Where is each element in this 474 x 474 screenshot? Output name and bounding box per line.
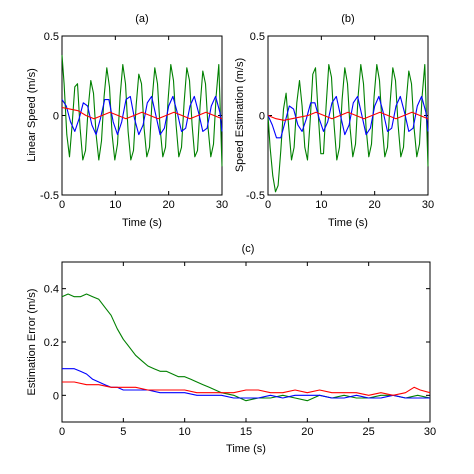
panel-a-y-label: Linear Speed (m/s) [26,68,38,162]
panel-a-x-label: Time (s) [122,217,162,229]
y-tick-label: 0 [53,111,59,123]
series-line-0 [267,64,429,193]
y-tick-label: 0.2 [44,337,59,349]
series-line-1 [62,368,430,399]
panel-b-y-label: Speed Estimation (m/s) [234,58,246,172]
x-tick-label: 30 [216,199,228,211]
y-tick-label: 0.4 [44,284,59,296]
y-tick-label: 0 [53,390,59,402]
x-tick-label: 5 [120,426,126,438]
y-tick-label: 0.5 [250,31,265,43]
series-line-1 [61,95,223,136]
x-tick-label: 10 [109,199,121,211]
panel-b-y-ticks: -0.5 0 0.5 [246,31,428,202]
series-line-2 [62,381,431,396]
series-line-2 [267,111,429,121]
x-tick-label: 10 [179,426,191,438]
x-tick-label: 20 [163,199,175,211]
series-line-1 [267,95,429,139]
y-tick-label: -0.5 [40,190,59,202]
x-tick-label: 25 [363,426,375,438]
x-tick-label: 15 [240,426,252,438]
panel-c-series [61,293,431,402]
panel-b-series [267,64,429,193]
panel-a: (a) 0 10 20 30 -0.500.5 Time (s) Linear Spe… [26,13,228,229]
panel-a-x-ticks: 0 10 20 30 [59,36,228,211]
y-tick-label: -0.5 [246,190,265,202]
series-line-2 [61,106,223,120]
x-tick-label: 30 [424,426,436,438]
panel-c-x-label: Time (s) [226,443,266,455]
panel-c-y-label: Estimation Error (m/s) [26,289,38,396]
y-tick-label: 0 [259,111,265,123]
panel-a-title: (a) [135,13,148,25]
x-tick-label: 20 [301,426,313,438]
x-tick-label: 10 [315,199,327,211]
panel-a-series [61,55,223,167]
panel-b: (b) 0 10 20 30 -0.500.5 Time (s) Speed Esti… [234,13,434,229]
panel-b-title: (b) [341,13,354,25]
x-tick-label: 0 [59,199,65,211]
panel-c: (c) 0 5 10 15 20 25 30 0 0.2 0.4 Time (s) Estima… [26,243,436,455]
panel-c-y-ticks: 0 0.2 0.4 [44,284,430,402]
series-line-0 [61,293,431,402]
x-tick-label: 20 [369,199,381,211]
y-tick-label: 0.5 [44,31,59,43]
x-tick-label: 0 [265,199,271,211]
x-tick-label: 30 [422,199,434,211]
panel-c-x-ticks: 0 5 10 15 20 25 30 [59,262,436,438]
panel-b-x-ticks: 0 10 20 30 [265,36,434,211]
panel-c-title: (c) [242,243,255,255]
panel-b-x-label: Time (s) [328,217,368,229]
panel-a-y-ticks: -0.5 0 0.5 [40,31,222,202]
x-tick-label: 0 [59,426,65,438]
